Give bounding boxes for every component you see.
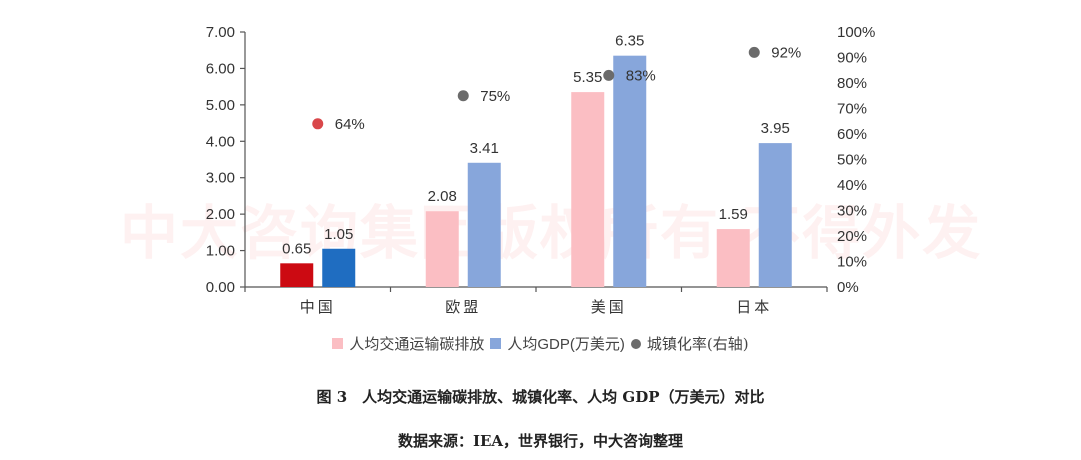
left-axis-tick-label: 5.00 [206,97,235,114]
left-axis-tick-label: 6.00 [206,60,235,77]
left-axis-tick-label: 0.00 [206,279,235,296]
right-axis-tick-label: 20% [837,228,867,245]
bar-value-label: 0.65 [282,240,311,257]
x-axis-category-label: 欧盟 [445,298,481,316]
figure-caption: 图 3 人均交通运输碳排放、城镇化率、人均 GDP（万美元）对比 [316,388,765,406]
left-axis-tick-label: 2.00 [206,206,235,223]
legend-label-gdp: 人均GDP(万美元) [507,336,625,353]
bar-gdp [758,143,792,287]
legend-swatch-emission [332,338,344,349]
bar-gdp [467,162,501,287]
left-axis-tick-label: 7.00 [206,24,235,41]
right-axis-tick-label: 10% [837,254,867,271]
right-axis-tick-label: 100% [837,24,875,41]
bar-emission [716,229,750,287]
bar-value-label: 1.59 [719,206,748,223]
x-axis-category-label: 日本 [736,298,772,316]
right-axis-tick-label: 70% [837,101,867,118]
right-axis-tick-label: 30% [837,203,867,220]
right-axis-tick-label: 90% [837,50,867,67]
x-axis-category-label: 美国 [591,298,627,316]
legend-item-emission: 人均交通运输碳排放 [332,333,484,354]
right-axis-tick-label: 60% [837,126,867,143]
right-axis-tick-label: 40% [837,177,867,194]
legend: 人均交通运输碳排放 人均GDP(万美元) 城镇化率(右轴) [0,333,1081,354]
right-axis: 0% 10% 20% 30% 40% 50% 60% 70% 80% 90% 100% [837,24,875,296]
urbanization-value-label: 92% [771,44,801,61]
urbanization-dot [457,90,469,102]
legend-item-urban: 城镇化率(右轴) [630,333,749,354]
bar-value-label: 1.05 [324,226,353,243]
right-axis-tick-label: 80% [837,75,867,92]
bar-value-label: 6.35 [615,33,644,50]
left-axis-tick-label: 4.00 [206,133,235,150]
urbanization-dot [312,118,324,130]
bars: 0.65 1.05 2.08 3.41 5.35 6.35 1.59 3.95 [280,33,792,287]
right-axis-tick-label: 0% [837,279,859,296]
legend-dot-urban [630,338,641,349]
bar-value-label: 3.41 [470,140,499,157]
legend-label-urban: 城镇化率(右轴) [646,335,749,353]
bar-value-label: 3.95 [761,120,790,137]
legend-label-emission: 人均交通运输碳排放 [349,335,485,353]
urbanization-dot [603,69,615,81]
data-source: 数据来源：IEA，世界银行，中大咨询整理 [397,432,684,450]
urbanization-dots: 64% 75% 83% 92% [312,44,801,133]
chart: 0.00 1.00 2.00 3.00 4.00 5.00 6.00 7.00 0% 10% 20… [206,24,876,316]
right-axis-tick-label: 50% [837,152,867,169]
left-axis: 0.00 1.00 2.00 3.00 4.00 5.00 6.00 7.00 [206,24,246,296]
left-axis-tick-label: 3.00 [206,170,235,187]
urbanization-dot [748,46,760,58]
x-axis-category-label: 中国 [300,298,336,316]
bar-emission [425,211,459,287]
bar-value-label: 2.08 [428,188,457,205]
urbanization-value-label: 75% [480,88,510,105]
legend-swatch-gdp [490,338,502,349]
x-axis: 中国 欧盟 美国 日本 [244,286,828,316]
urbanization-value-label: 83% [626,67,656,84]
legend-item-gdp: 人均GDP(万美元) [490,333,625,354]
bar-gdp [613,55,647,287]
bar-emission [571,92,605,287]
bar-emission [280,263,314,287]
urbanization-value-label: 64% [335,116,365,133]
bar-gdp [322,248,356,287]
left-axis-tick-label: 1.00 [206,243,235,260]
bar-value-label: 5.35 [573,69,602,86]
